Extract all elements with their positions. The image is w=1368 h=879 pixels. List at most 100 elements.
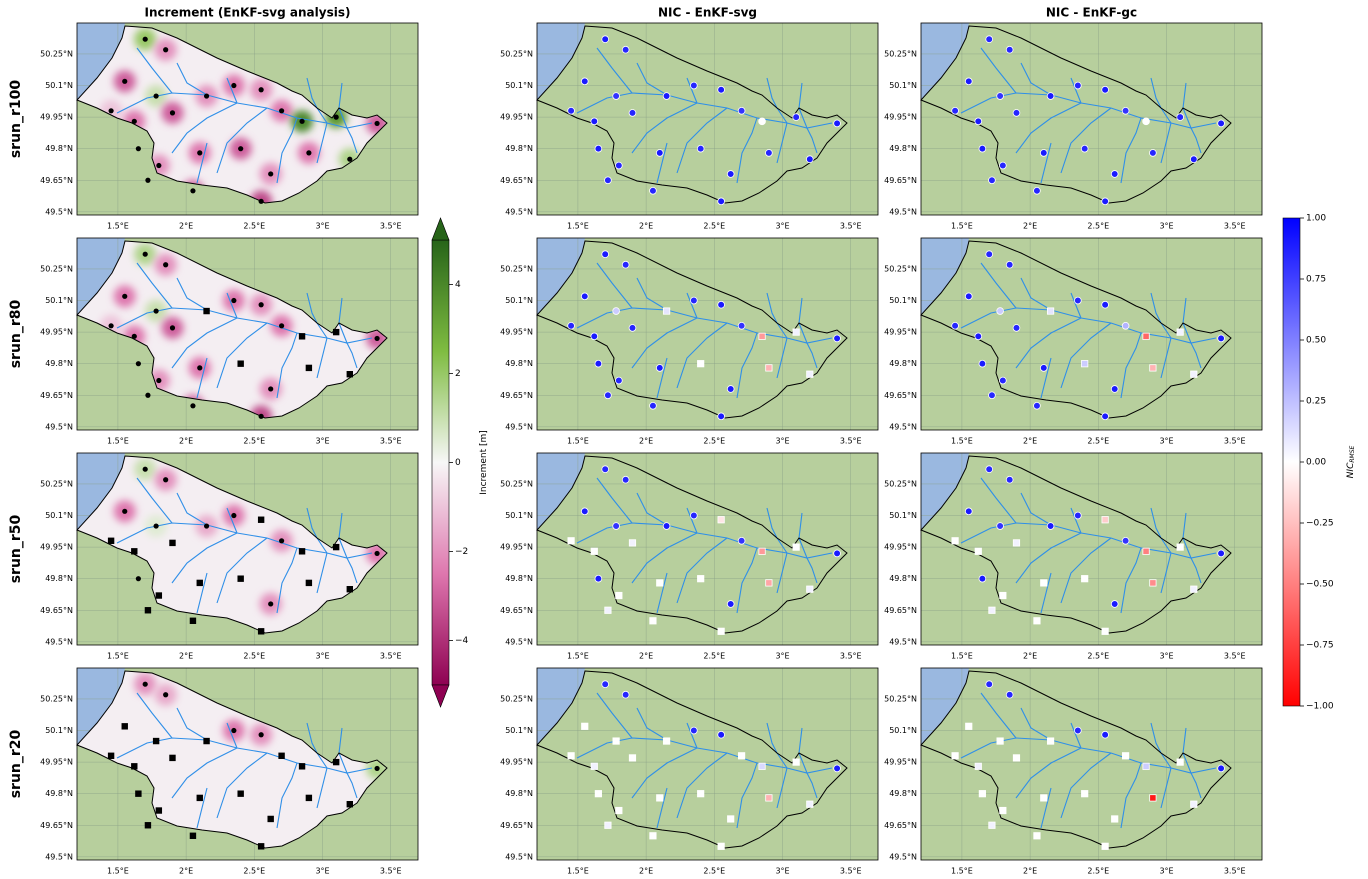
station-marker <box>374 336 379 341</box>
station-marker <box>1040 149 1047 156</box>
station-marker <box>766 795 772 801</box>
station-marker <box>237 360 243 366</box>
station-marker <box>204 93 209 98</box>
y-tick-label: 49.5°N <box>45 637 73 646</box>
station-marker <box>374 766 379 771</box>
x-tick-label: 3°E <box>315 867 329 876</box>
land <box>921 23 1262 215</box>
station-marker <box>690 512 697 519</box>
station-marker <box>109 323 114 328</box>
x-tick-label: 2°E <box>1023 222 1037 231</box>
x-tick-label: 2.5°E <box>1087 867 1109 876</box>
station-marker <box>613 93 620 100</box>
station-marker <box>952 107 959 114</box>
y-tick-label: 50.25°N <box>40 694 73 703</box>
x-tick-label: 1.5°E <box>951 222 973 231</box>
station-marker <box>738 753 744 759</box>
y-tick-label: 50.25°N <box>884 49 917 58</box>
row-label: srun_r80 <box>8 299 24 368</box>
station-marker <box>1034 402 1041 409</box>
x-tick-label: 3°E <box>1159 652 1173 661</box>
map-panel: 1.5°E2°E2.5°E3°E3.5°E49.5°N49.65°N49.8°N… <box>500 453 878 661</box>
station-marker <box>738 537 745 544</box>
colorbar-tick-label: −0.25 <box>1306 519 1334 529</box>
station-marker <box>1047 738 1053 744</box>
station-marker <box>1047 523 1054 530</box>
station-marker <box>793 544 799 550</box>
station-marker <box>231 513 236 518</box>
station-marker <box>1111 601 1118 608</box>
station-marker <box>154 523 159 528</box>
station-marker <box>108 538 114 544</box>
station-marker <box>306 580 312 586</box>
station-marker <box>1040 364 1047 371</box>
station-marker <box>581 508 588 515</box>
station-marker <box>727 171 734 178</box>
y-tick-label: 49.95°N <box>884 328 917 337</box>
x-tick-label: 3.5°E <box>1224 652 1246 661</box>
station-marker <box>997 93 1004 100</box>
station-marker <box>966 723 972 729</box>
station-marker <box>306 795 312 801</box>
map-panel: 1.5°E2°E2.5°E3°E3.5°E49.5°N49.65°N49.8°N… <box>500 23 878 231</box>
station-marker <box>143 467 148 472</box>
row-label: srun_r100 <box>8 80 24 159</box>
station-marker <box>190 833 196 839</box>
station-marker <box>1000 807 1006 813</box>
station-marker <box>259 732 264 737</box>
y-tick-label: 49.8°N <box>889 359 917 368</box>
y-tick-label: 50.25°N <box>884 264 917 273</box>
x-tick-label: 1.5°E <box>567 652 589 661</box>
y-tick-label: 49.8°N <box>45 359 73 368</box>
y-tick-label: 49.65°N <box>884 391 917 400</box>
x-tick-label: 2.5°E <box>1087 222 1109 231</box>
station-marker <box>595 790 601 796</box>
y-tick-label: 49.8°N <box>45 144 73 153</box>
y-tick-label: 50.25°N <box>500 49 533 58</box>
station-marker <box>568 753 574 759</box>
land <box>537 23 878 215</box>
station-marker <box>605 177 612 184</box>
station-marker <box>986 36 993 43</box>
station-marker <box>163 477 168 482</box>
station-marker <box>690 82 697 89</box>
station-marker <box>333 544 339 550</box>
station-marker <box>268 601 273 606</box>
station-marker <box>153 738 159 744</box>
station-marker <box>231 728 236 733</box>
y-tick-label: 49.5°N <box>505 637 533 646</box>
station-marker <box>231 298 236 303</box>
station-marker <box>1102 301 1109 308</box>
station-marker <box>1041 580 1047 586</box>
y-tick-label: 50.1°N <box>45 81 73 90</box>
x-tick-label: 1.5°E <box>567 867 589 876</box>
station-marker <box>334 115 339 120</box>
station-marker <box>1122 753 1128 759</box>
figure: Increment (EnKF-svg analysis)NIC - EnKF-… <box>0 0 1368 875</box>
station-marker <box>999 377 1006 384</box>
station-marker <box>163 262 168 267</box>
station-marker <box>279 323 284 328</box>
station-marker <box>979 790 985 796</box>
x-tick-label: 3°E <box>775 222 789 231</box>
station-marker <box>986 251 993 258</box>
station-marker <box>1047 308 1053 314</box>
station-marker <box>602 466 609 473</box>
station-marker <box>238 146 243 151</box>
station-marker <box>663 523 670 530</box>
station-marker <box>975 763 981 769</box>
station-marker <box>1111 386 1118 393</box>
station-marker <box>656 149 663 156</box>
station-marker <box>299 333 305 339</box>
station-marker <box>650 187 657 194</box>
y-tick-label: 49.5°N <box>45 422 73 431</box>
station-marker <box>190 618 196 624</box>
station-marker <box>122 79 127 84</box>
station-marker <box>299 548 305 554</box>
y-tick-label: 49.95°N <box>40 758 73 767</box>
station-marker <box>145 393 150 398</box>
station-marker <box>132 119 137 124</box>
x-tick-label: 2.5°E <box>703 437 725 446</box>
station-marker <box>1074 727 1081 734</box>
